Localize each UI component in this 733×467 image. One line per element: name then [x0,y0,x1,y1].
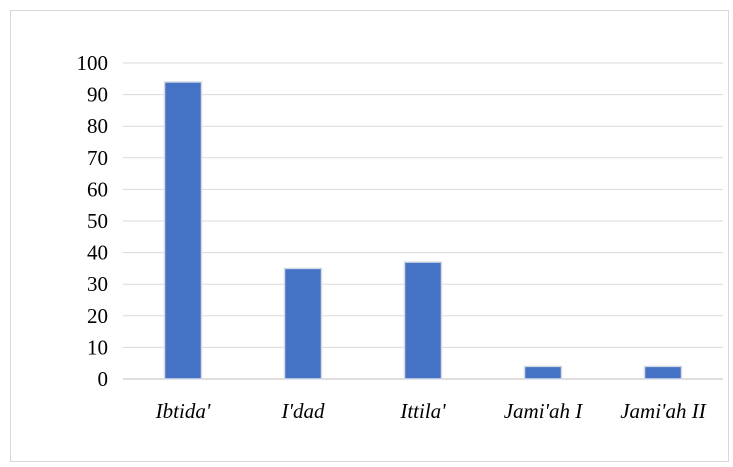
y-tick-label: 20 [87,304,108,328]
y-tick-label: 100 [77,51,109,75]
x-category-label: Ibtida' [155,399,211,423]
y-tick-label: 80 [87,114,108,138]
y-tick-label: 70 [87,146,108,170]
x-axis-category-labels: Ibtida' I'dad Ittila' Jami'ah I Jami'ah II [155,399,707,423]
x-category-label: Jami'ah I [504,399,584,423]
y-tick-label: 90 [87,83,108,107]
x-category-label: I'dad [281,399,325,423]
y-tick-label: 50 [87,209,108,233]
chart-frame [10,10,729,462]
y-axis-tick-labels: 0 10 20 30 40 50 60 70 80 90 100 [77,51,109,391]
bar [643,365,683,380]
bar [163,81,203,380]
y-tick-label: 60 [87,177,108,201]
gridlines [123,62,723,380]
bar [403,261,443,380]
bars [163,81,683,380]
x-category-label: Jami'ah II [620,399,707,423]
y-tick-label: 40 [87,241,108,265]
y-tick-label: 30 [87,272,108,296]
y-tick-label: 10 [87,335,108,359]
bar [283,267,323,380]
y-tick-label: 0 [98,367,109,391]
bar [523,365,563,380]
x-category-label: Ittila' [399,399,446,423]
